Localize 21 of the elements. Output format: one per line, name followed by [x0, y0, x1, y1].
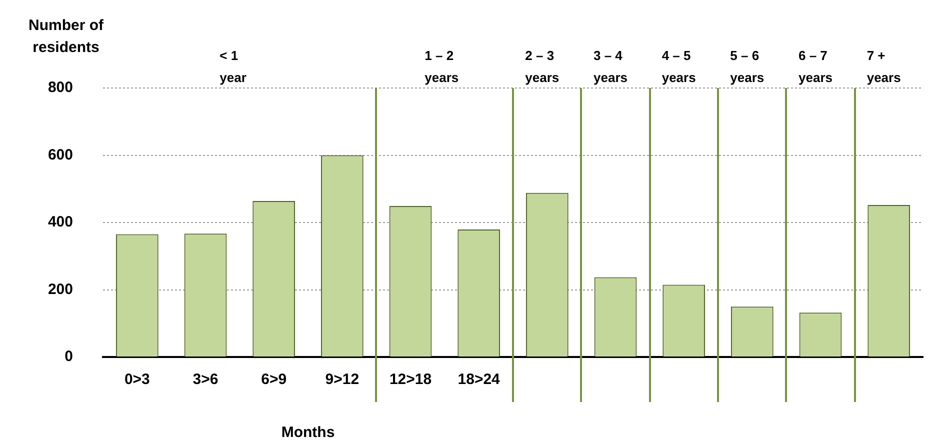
y-tick-label: 200 — [48, 280, 73, 298]
y-tick-label: 400 — [48, 214, 73, 231]
text: 3 – 4 years — [594, 48, 628, 85]
text: < 1 year — [220, 48, 246, 85]
y-axis-title: Number of residents — [28, 17, 105, 56]
y-tick-label: 600 — [48, 146, 73, 164]
y-tick-label: 0 — [64, 348, 73, 366]
text: 7 + years — [866, 48, 901, 85]
x-tick-label: 18>24 — [458, 371, 501, 388]
y-tick-label: 800 — [48, 79, 73, 96]
x-axis-title: Months — [281, 424, 335, 441]
text: 5 – 6 years — [730, 48, 764, 85]
x-tick-label: 6>9 — [261, 371, 287, 388]
text: 1 – 2 years — [424, 48, 459, 85]
x-tick-label: 0>3 — [124, 371, 150, 388]
text: 4 – 5 years — [662, 48, 696, 85]
x-tick-label: 12>18 — [389, 371, 432, 388]
text: 6 – 7 years — [798, 48, 832, 85]
x-tick-label: 3>6 — [192, 371, 218, 388]
x-tick-label: 9>12 — [325, 371, 360, 388]
text: 2 – 3 years — [525, 48, 560, 85]
